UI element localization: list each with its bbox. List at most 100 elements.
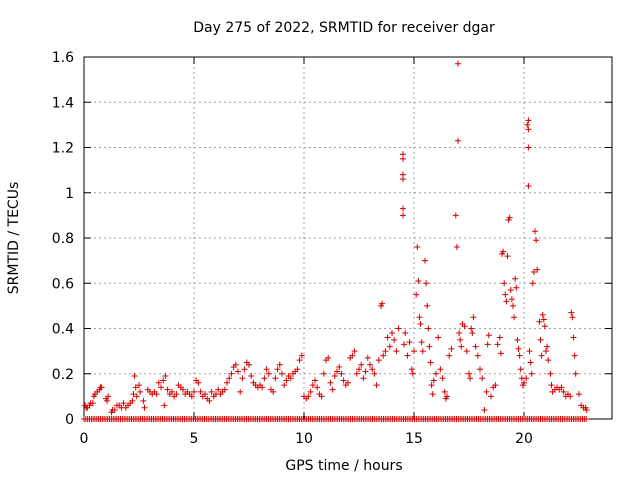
y-tick-label: 0.2: [52, 367, 74, 383]
data-point: [133, 393, 140, 400]
data-point: [583, 406, 590, 413]
data-point: [104, 397, 111, 404]
data-point: [547, 370, 554, 377]
data-point: [169, 388, 175, 395]
data-point: [279, 370, 285, 377]
x-tick-label: 10: [295, 431, 313, 447]
data-point: [525, 182, 532, 189]
data-point: [567, 393, 574, 400]
data-point: [180, 386, 186, 393]
data-point: [191, 388, 197, 395]
data-point: [409, 370, 416, 377]
data-point: [305, 393, 312, 400]
data-point: [543, 348, 549, 355]
data-point: [497, 350, 504, 357]
data-point: [492, 382, 499, 389]
data-point: [391, 336, 398, 343]
x-tick-label: 5: [190, 431, 199, 447]
data-point: [327, 379, 334, 386]
data-point: [349, 352, 356, 359]
data-point: [402, 330, 409, 337]
data-point: [188, 393, 195, 400]
data-point: [384, 334, 391, 341]
data-point: [224, 379, 230, 386]
data-point: [435, 334, 442, 341]
data-point: [338, 370, 345, 377]
data-point: [111, 406, 118, 413]
data-point: [477, 366, 483, 373]
data-point: [320, 370, 327, 377]
data-point: [325, 354, 332, 361]
y-tick-labels: 0 0.2 0.4 0.6 0.8 1 1.2 1.4 1.6: [52, 50, 74, 428]
data-point: [395, 325, 402, 332]
y-tick-label: 0.6: [52, 276, 74, 292]
data-point: [131, 373, 138, 380]
data-point: [401, 341, 408, 348]
data-point: [544, 343, 551, 350]
data-point: [538, 352, 545, 359]
data-point: [232, 361, 239, 368]
data-point: [386, 343, 393, 350]
data-point: [248, 373, 255, 380]
x-tick-label: 20: [515, 431, 533, 447]
data-point: [422, 257, 428, 264]
data-point: [545, 357, 552, 364]
data-point: [479, 375, 486, 382]
data-point: [539, 311, 546, 318]
data-point: [358, 361, 365, 368]
y-tick-label: 1.4: [52, 95, 74, 111]
data-point: [472, 343, 479, 350]
data-point: [483, 388, 490, 395]
data-point: [427, 359, 434, 366]
data-point: [206, 397, 213, 404]
data-point: [272, 375, 279, 382]
y-tick-label: 0.4: [52, 322, 74, 338]
data-point: [136, 382, 142, 389]
data-point: [510, 302, 516, 309]
data-point: [312, 377, 318, 384]
data-point: [429, 391, 436, 398]
data-point: [307, 388, 314, 395]
data-point: [532, 228, 538, 235]
data-point: [263, 366, 270, 373]
data-point: [463, 348, 470, 355]
data-point: [400, 205, 406, 212]
data-point: [455, 137, 461, 144]
x-axis-label: GPS time / hours: [285, 458, 402, 474]
data-point: [314, 384, 321, 391]
data-point: [418, 339, 425, 346]
data-point: [453, 244, 460, 251]
data-point: [408, 366, 415, 373]
data-point: [336, 363, 343, 370]
grid-lines: [84, 57, 612, 419]
data-point: [298, 352, 305, 359]
data-point: [208, 388, 215, 395]
data-point: [576, 391, 582, 398]
data-point: [501, 280, 508, 287]
data-point: [419, 348, 426, 355]
data-point: [455, 60, 461, 67]
data-point: [382, 348, 389, 355]
data-point: [428, 382, 435, 389]
data-point: [511, 314, 518, 321]
data-point: [265, 370, 272, 377]
data-point: [515, 345, 522, 352]
data-point: [345, 379, 351, 386]
data-point: [195, 379, 202, 386]
data-point: [380, 352, 387, 359]
data-point: [162, 373, 169, 380]
data-point: [416, 314, 423, 321]
data-point: [158, 384, 164, 391]
data-point: [270, 388, 277, 395]
data-point: [373, 382, 380, 389]
data-point: [89, 400, 96, 407]
data-point: [558, 384, 565, 391]
y-tick-label: 1.2: [52, 141, 74, 157]
data-point: [508, 296, 515, 303]
data-point: [507, 287, 514, 294]
data-point: [417, 320, 424, 327]
data-point: [329, 386, 336, 393]
data-point: [430, 377, 437, 384]
data-point: [132, 384, 139, 391]
